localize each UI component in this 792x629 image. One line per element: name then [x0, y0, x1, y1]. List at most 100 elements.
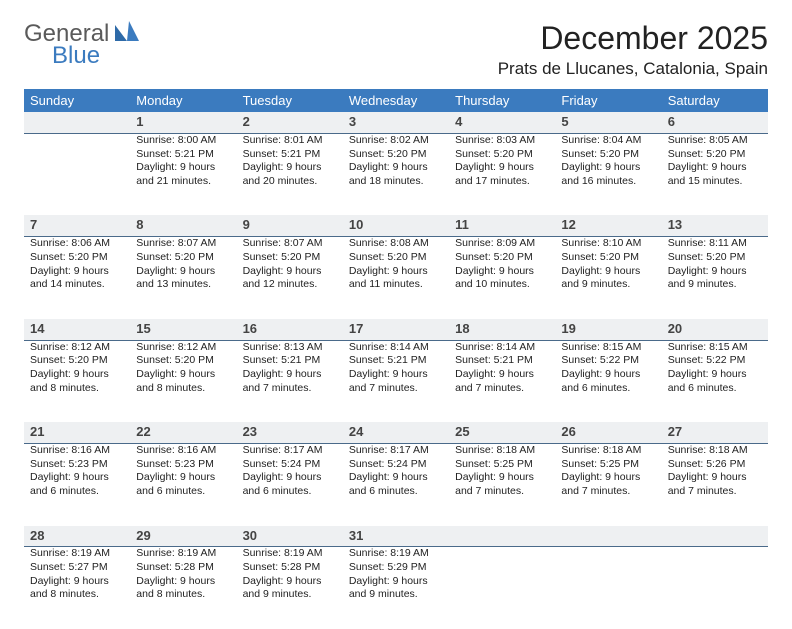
sunset-text: Sunset: 5:20 PM: [455, 251, 549, 265]
sunset-text: Sunset: 5:20 PM: [30, 251, 124, 265]
daylight-text: Daylight: 9 hours and 7 minutes.: [243, 368, 337, 395]
day-number-cell: 19: [555, 319, 661, 340]
weekday-header: Wednesday: [343, 89, 449, 112]
month-title: December 2025: [498, 20, 768, 57]
sunset-text: Sunset: 5:28 PM: [243, 561, 337, 575]
sunset-text: Sunset: 5:20 PM: [455, 148, 549, 162]
sunrise-text: Sunrise: 8:06 AM: [30, 237, 124, 251]
day-info-cell: Sunrise: 8:17 AMSunset: 5:24 PMDaylight:…: [343, 444, 449, 526]
sunset-text: Sunset: 5:20 PM: [136, 354, 230, 368]
day-number-cell: 12: [555, 215, 661, 236]
day-number-cell: 26: [555, 422, 661, 443]
day-number-cell: [662, 526, 768, 547]
day-number-cell: 20: [662, 319, 768, 340]
sunset-text: Sunset: 5:21 PM: [136, 148, 230, 162]
daylight-text: Daylight: 9 hours and 18 minutes.: [349, 161, 443, 188]
day-number-cell: 5: [555, 112, 661, 133]
sunset-text: Sunset: 5:24 PM: [243, 458, 337, 472]
day-number-cell: 25: [449, 422, 555, 443]
day-info-cell: [24, 133, 130, 215]
day-number-row: 21222324252627: [24, 422, 768, 443]
weekday-header: Friday: [555, 89, 661, 112]
sunrise-text: Sunrise: 8:12 AM: [30, 341, 124, 355]
day-number-cell: 4: [449, 112, 555, 133]
day-number-cell: 14: [24, 319, 130, 340]
location-text: Prats de Llucanes, Catalonia, Spain: [498, 59, 768, 79]
day-info-cell: Sunrise: 8:16 AMSunset: 5:23 PMDaylight:…: [24, 444, 130, 526]
day-info-row: Sunrise: 8:12 AMSunset: 5:20 PMDaylight:…: [24, 340, 768, 422]
daylight-text: Daylight: 9 hours and 20 minutes.: [243, 161, 337, 188]
sunset-text: Sunset: 5:20 PM: [136, 251, 230, 265]
day-info-cell: Sunrise: 8:00 AMSunset: 5:21 PMDaylight:…: [130, 133, 236, 215]
day-number-cell: 18: [449, 319, 555, 340]
weekday-header: Sunday: [24, 89, 130, 112]
sunset-text: Sunset: 5:20 PM: [349, 251, 443, 265]
day-info-cell: Sunrise: 8:07 AMSunset: 5:20 PMDaylight:…: [130, 237, 236, 319]
calendar-header-row: Sunday Monday Tuesday Wednesday Thursday…: [24, 89, 768, 112]
daylight-text: Daylight: 9 hours and 7 minutes.: [668, 471, 762, 498]
day-number-cell: 23: [237, 422, 343, 443]
sunset-text: Sunset: 5:21 PM: [243, 148, 337, 162]
daylight-text: Daylight: 9 hours and 8 minutes.: [136, 575, 230, 602]
sunrise-text: Sunrise: 8:05 AM: [668, 134, 762, 148]
daylight-text: Daylight: 9 hours and 6 minutes.: [668, 368, 762, 395]
daylight-text: Daylight: 9 hours and 8 minutes.: [30, 575, 124, 602]
sunrise-text: Sunrise: 8:16 AM: [30, 444, 124, 458]
sunrise-text: Sunrise: 8:18 AM: [455, 444, 549, 458]
sunset-text: Sunset: 5:20 PM: [349, 148, 443, 162]
day-info-cell: Sunrise: 8:15 AMSunset: 5:22 PMDaylight:…: [662, 340, 768, 422]
day-info-cell: Sunrise: 8:19 AMSunset: 5:28 PMDaylight:…: [130, 547, 236, 629]
daylight-text: Daylight: 9 hours and 21 minutes.: [136, 161, 230, 188]
sunrise-text: Sunrise: 8:15 AM: [668, 341, 762, 355]
day-info-cell: Sunrise: 8:02 AMSunset: 5:20 PMDaylight:…: [343, 133, 449, 215]
day-info-cell: Sunrise: 8:08 AMSunset: 5:20 PMDaylight:…: [343, 237, 449, 319]
daylight-text: Daylight: 9 hours and 11 minutes.: [349, 265, 443, 292]
logo: General Blue: [24, 20, 139, 48]
sunset-text: Sunset: 5:23 PM: [136, 458, 230, 472]
day-info-cell: Sunrise: 8:19 AMSunset: 5:28 PMDaylight:…: [237, 547, 343, 629]
sunset-text: Sunset: 5:25 PM: [455, 458, 549, 472]
sunrise-text: Sunrise: 8:00 AM: [136, 134, 230, 148]
sunrise-text: Sunrise: 8:17 AM: [243, 444, 337, 458]
daylight-text: Daylight: 9 hours and 7 minutes.: [455, 368, 549, 395]
day-info-cell: Sunrise: 8:12 AMSunset: 5:20 PMDaylight:…: [130, 340, 236, 422]
daylight-text: Daylight: 9 hours and 16 minutes.: [561, 161, 655, 188]
day-info-cell: Sunrise: 8:11 AMSunset: 5:20 PMDaylight:…: [662, 237, 768, 319]
sunset-text: Sunset: 5:25 PM: [561, 458, 655, 472]
day-number-cell: [555, 526, 661, 547]
day-number-cell: 11: [449, 215, 555, 236]
day-number-cell: 6: [662, 112, 768, 133]
weekday-header: Tuesday: [237, 89, 343, 112]
sunrise-text: Sunrise: 8:18 AM: [561, 444, 655, 458]
day-number-cell: 10: [343, 215, 449, 236]
day-number-cell: 24: [343, 422, 449, 443]
calendar-body: 123456Sunrise: 8:00 AMSunset: 5:21 PMDay…: [24, 112, 768, 629]
daylight-text: Daylight: 9 hours and 13 minutes.: [136, 265, 230, 292]
sunrise-text: Sunrise: 8:07 AM: [243, 237, 337, 251]
day-number-cell: 15: [130, 319, 236, 340]
day-number-cell: 9: [237, 215, 343, 236]
daylight-text: Daylight: 9 hours and 9 minutes.: [561, 265, 655, 292]
day-info-row: Sunrise: 8:16 AM Sunset: 5:23 PM Daylight:…: [24, 444, 768, 526]
daylight-text: Daylight: 9 hours and 17 minutes.: [455, 161, 549, 188]
day-number-cell: 29: [130, 526, 236, 547]
sunset-text: Sunset: 5:28 PM: [136, 561, 230, 575]
day-info-cell: Sunrise: 8:13 AMSunset: 5:21 PMDaylight:…: [237, 340, 343, 422]
day-info-cell: [449, 547, 555, 629]
sunset-text: Sunset: 5:26 PM: [668, 458, 762, 472]
day-info-cell: Sunrise: 8:15 AMSunset: 5:22 PMDaylight:…: [555, 340, 661, 422]
sunrise-text: Sunrise: 8:09 AM: [455, 237, 549, 251]
sunrise-text: Sunrise: 8:18 AM: [668, 444, 762, 458]
day-info-cell: Sunrise: 8:16 AMSunset: 5:23 PMDaylight:…: [130, 444, 236, 526]
sunset-text: Sunset: 5:29 PM: [349, 561, 443, 575]
sunrise-text: Sunrise: 8:10 AM: [561, 237, 655, 251]
sunrise-text: Sunrise: 8:12 AM: [136, 341, 230, 355]
day-number-cell: 8: [130, 215, 236, 236]
day-number-cell: 16: [237, 319, 343, 340]
day-number-row: 28293031: [24, 526, 768, 547]
day-info-cell: Sunrise: 8:12 AMSunset: 5:20 PMDaylight:…: [24, 340, 130, 422]
weekday-header: Monday: [130, 89, 236, 112]
day-info-cell: [555, 547, 661, 629]
day-number-cell: 28: [24, 526, 130, 547]
day-info-cell: Sunrise: 8:07 AMSunset: 5:20 PMDaylight:…: [237, 237, 343, 319]
